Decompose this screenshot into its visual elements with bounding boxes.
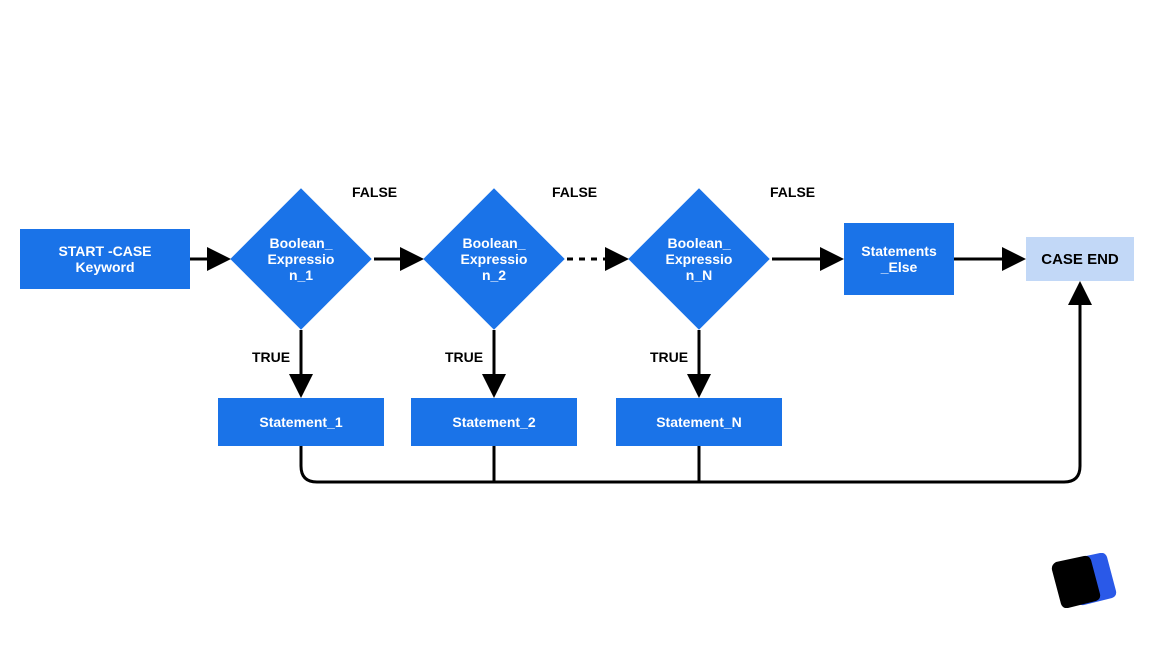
node-stmt2: Statement_2 [411, 398, 577, 446]
node-end: CASE END [1026, 237, 1134, 281]
diamond-label: Boolean_Expression_N [660, 235, 739, 283]
edges-layer [0, 0, 1160, 650]
edge-label-e-cN-else: FALSE [770, 184, 815, 200]
edge-label-e-c2-s2: TRUE [445, 349, 483, 365]
diamond-label: Boolean_Expression_2 [455, 235, 534, 283]
diamond-label: Boolean_Expression_1 [262, 235, 341, 283]
flowchart-canvas: START -CASE Keyword Boolean_Expression_1 B… [0, 0, 1160, 650]
brand-logo-icon [1048, 553, 1118, 608]
edge-label-e-cN-sN: TRUE [650, 349, 688, 365]
node-cond2: Boolean_Expression_2 [444, 209, 544, 309]
node-else: Statements_Else [844, 223, 954, 295]
node-stmt1: Statement_1 [218, 398, 384, 446]
edge-label-e-c1-c2: FALSE [352, 184, 397, 200]
node-stmtN: Statement_N [616, 398, 782, 446]
edge-label-e-c2-cN: FALSE [552, 184, 597, 200]
edge-label-e-c1-s1: TRUE [252, 349, 290, 365]
node-condN: Boolean_Expression_N [649, 209, 749, 309]
node-start: START -CASE Keyword [20, 229, 190, 289]
node-cond1: Boolean_Expression_1 [251, 209, 351, 309]
